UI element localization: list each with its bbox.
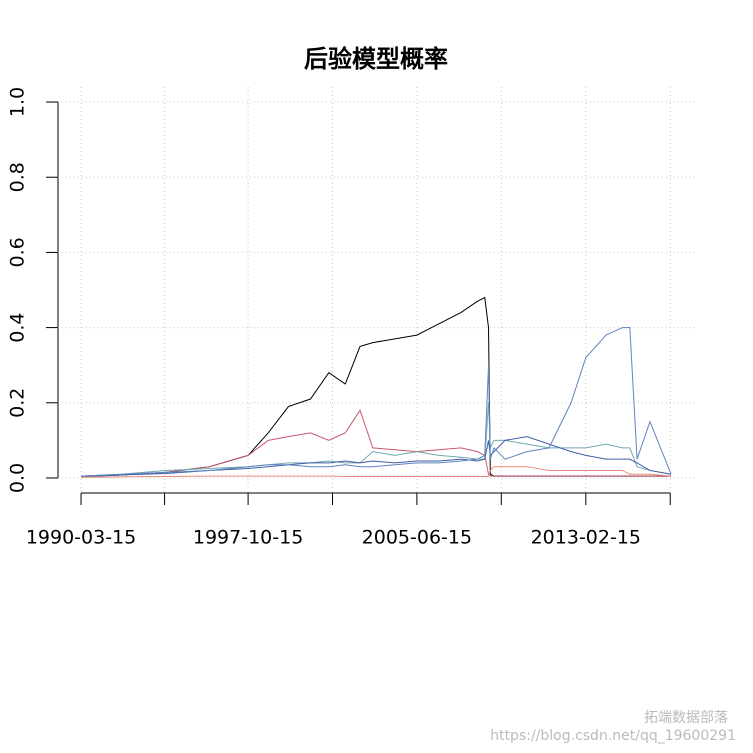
y-tick-label: 0.6 bbox=[7, 237, 29, 267]
series-line bbox=[81, 327, 672, 477]
y-tick-label: 1.0 bbox=[7, 87, 29, 117]
y-tick-label: 0.0 bbox=[7, 463, 29, 493]
watermark-url: https://blog.csdn.net/qq_19600291 bbox=[490, 728, 736, 744]
x-tick-label: 2005-06-15 bbox=[362, 527, 472, 549]
x-tick-label: 1990-03-15 bbox=[26, 527, 136, 549]
series-line bbox=[81, 409, 672, 477]
series-line bbox=[81, 402, 672, 477]
chart-title: 后验模型概率 bbox=[304, 45, 448, 73]
x-tick-label: 2013-02-15 bbox=[531, 527, 641, 549]
y-tick-label: 0.4 bbox=[7, 312, 29, 342]
watermark-brand: 拓端数据部落 bbox=[644, 710, 728, 726]
series-line bbox=[81, 296, 672, 477]
y-tick-label: 0.2 bbox=[7, 388, 29, 418]
y-tick-label: 0.8 bbox=[7, 162, 29, 192]
series-line bbox=[81, 466, 672, 478]
x-tick-label: 1997-10-15 bbox=[193, 527, 303, 549]
